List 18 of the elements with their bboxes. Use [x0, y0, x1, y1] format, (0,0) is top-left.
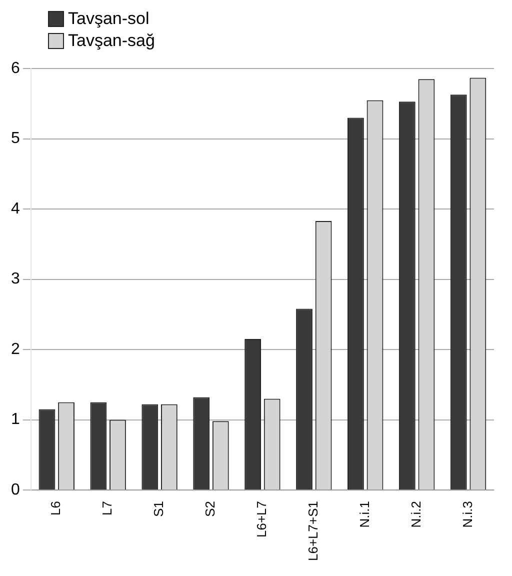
y-tick-label: 5 — [10, 130, 20, 148]
legend-label: Tavşan-sol — [68, 8, 150, 30]
y-tick-label: 6 — [10, 60, 20, 78]
x-tick-label: L6+L7 — [254, 500, 270, 538]
y-tick-label: 3 — [10, 270, 20, 288]
y-tick-label: 4 — [10, 200, 20, 218]
y-tick-label: 1 — [10, 411, 20, 428]
y-tick-label: 2 — [10, 340, 20, 358]
x-tick-label: N.i.3 — [460, 500, 475, 528]
y-tick-label: 0 — [10, 481, 20, 498]
x-tick-label: N.i.1 — [356, 500, 372, 528]
x-tick-label: S2 — [202, 500, 218, 517]
legend-label: Tavşan-sağ — [68, 30, 155, 52]
x-tick-label: N.i.2 — [408, 500, 424, 528]
x-tick-label: S1 — [151, 500, 166, 517]
x-tick-label: L7 — [100, 500, 115, 516]
x-tick-label: L6 — [48, 500, 64, 516]
x-tick-label: L6+L7+S1 — [305, 500, 320, 562]
